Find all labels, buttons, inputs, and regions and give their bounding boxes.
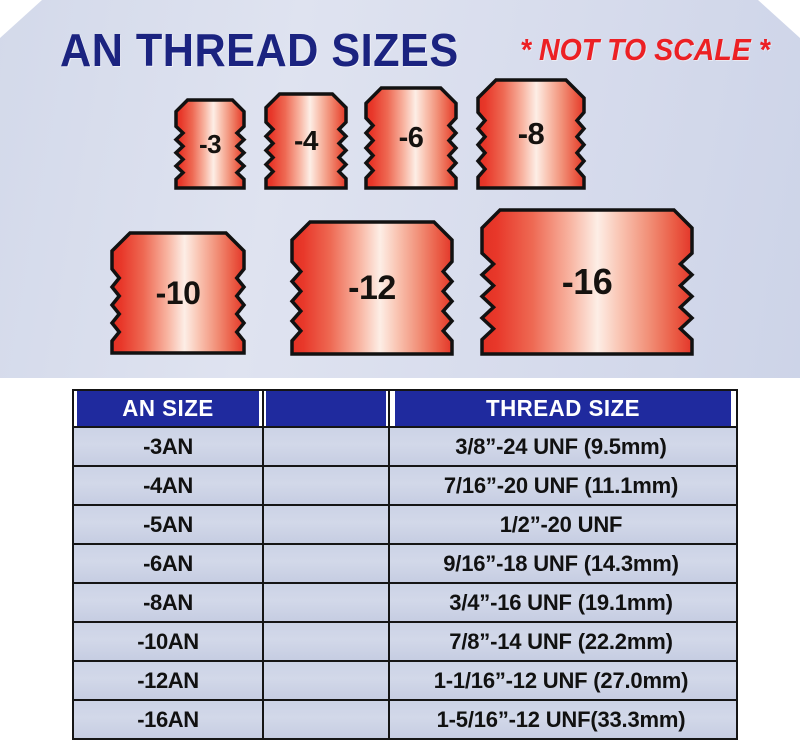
cell-an-size: -12AN bbox=[72, 660, 264, 701]
fitting-shape-an3: -3 bbox=[173, 98, 247, 190]
table-body: -3AN 3/8”-24 UNF (9.5mm) -4AN 7/16”-20 UNF … bbox=[72, 426, 738, 740]
table-row: -10AN 7/8”-14 UNF (22.2mm) bbox=[72, 621, 738, 662]
fitting-label: -16 bbox=[561, 261, 613, 302]
fitting-shape-an6: -6 bbox=[363, 86, 459, 190]
fitting-shape-an10: -10 bbox=[109, 231, 247, 355]
cell-an-size: -6AN bbox=[72, 543, 264, 584]
table-row: -16AN 1-5/16”-12 UNF(33.3mm) bbox=[72, 699, 738, 740]
cell-an-size: -16AN bbox=[72, 699, 264, 740]
cell-blank bbox=[262, 660, 390, 701]
thread-size-table: AN SIZE THREAD SIZE -3AN 3/8”-24 UNF (9.5… bbox=[72, 389, 738, 740]
fitting-graphic bbox=[263, 92, 349, 190]
header-row: AN THREAD SIZES * NOT TO SCALE * bbox=[0, 22, 800, 78]
fitting-shape-an8: -8 bbox=[475, 78, 587, 190]
cell-an-size: -10AN bbox=[72, 621, 264, 662]
page-title: AN THREAD SIZES bbox=[60, 24, 459, 76]
fitting-label: -12 bbox=[348, 268, 396, 307]
cell-blank bbox=[262, 426, 390, 467]
table-header-row: AN SIZE THREAD SIZE bbox=[73, 389, 737, 428]
cell-thread-size: 1-5/16”-12 UNF(33.3mm) bbox=[388, 699, 738, 740]
cell-thread-size: 3/8”-24 UNF (9.5mm) bbox=[388, 426, 738, 467]
fitting-shape-an16: -16 bbox=[479, 208, 695, 356]
table-row: -3AN 3/8”-24 UNF (9.5mm) bbox=[72, 426, 738, 467]
cell-thread-size: 7/8”-14 UNF (22.2mm) bbox=[388, 621, 738, 662]
fitting-graphic bbox=[173, 98, 247, 190]
cell-thread-size: 1-1/16”-12 UNF (27.0mm) bbox=[388, 660, 738, 701]
fitting-graphic bbox=[289, 220, 455, 356]
column-header-blank bbox=[263, 389, 389, 428]
fitting-graphic bbox=[475, 78, 587, 190]
table-row: -8AN 3/4”-16 UNF (19.1mm) bbox=[72, 582, 738, 623]
column-header-thread-size: THREAD SIZE bbox=[393, 389, 733, 428]
fitting-label: -6 bbox=[398, 121, 424, 154]
cell-an-size: -3AN bbox=[72, 426, 264, 467]
fitting-graphic bbox=[363, 86, 459, 190]
table-row: -12AN 1-1/16”-12 UNF (27.0mm) bbox=[72, 660, 738, 701]
cell-blank bbox=[262, 582, 390, 623]
column-header-an-size: AN SIZE bbox=[74, 389, 262, 428]
cell-an-size: -8AN bbox=[72, 582, 264, 623]
fitting-graphic bbox=[109, 231, 247, 355]
cell-thread-size: 7/16”-20 UNF (11.1mm) bbox=[388, 465, 738, 506]
cell-blank bbox=[262, 543, 390, 584]
cell-thread-size: 1/2”-20 UNF bbox=[388, 504, 738, 545]
cell-thread-size: 3/4”-16 UNF (19.1mm) bbox=[388, 582, 738, 623]
fitting-label: -8 bbox=[517, 116, 545, 151]
cell-blank bbox=[262, 465, 390, 506]
cell-blank bbox=[262, 699, 390, 740]
fitting-shape-an4: -4 bbox=[263, 92, 349, 190]
cell-thread-size: 9/16”-18 UNF (14.3mm) bbox=[388, 543, 738, 584]
fitting-label: -10 bbox=[155, 274, 201, 311]
fitting-label: -4 bbox=[294, 125, 318, 156]
cell-an-size: -5AN bbox=[72, 504, 264, 545]
fitting-graphic bbox=[479, 208, 695, 356]
table-row: -4AN 7/16”-20 UNF (11.1mm) bbox=[72, 465, 738, 506]
not-to-scale-note: * NOT TO SCALE * bbox=[520, 32, 770, 67]
table-row: -5AN 1/2”-20 UNF bbox=[72, 504, 738, 545]
table-row: -6AN 9/16”-18 UNF (14.3mm) bbox=[72, 543, 738, 584]
fitting-shape-an12: -12 bbox=[289, 220, 455, 356]
fittings-diagram: -3 -4 -6 -8 -10 -12 -16 bbox=[0, 78, 800, 378]
fitting-label: -3 bbox=[198, 128, 222, 159]
cell-blank bbox=[262, 621, 390, 662]
cell-blank bbox=[262, 504, 390, 545]
cell-an-size: -4AN bbox=[72, 465, 264, 506]
